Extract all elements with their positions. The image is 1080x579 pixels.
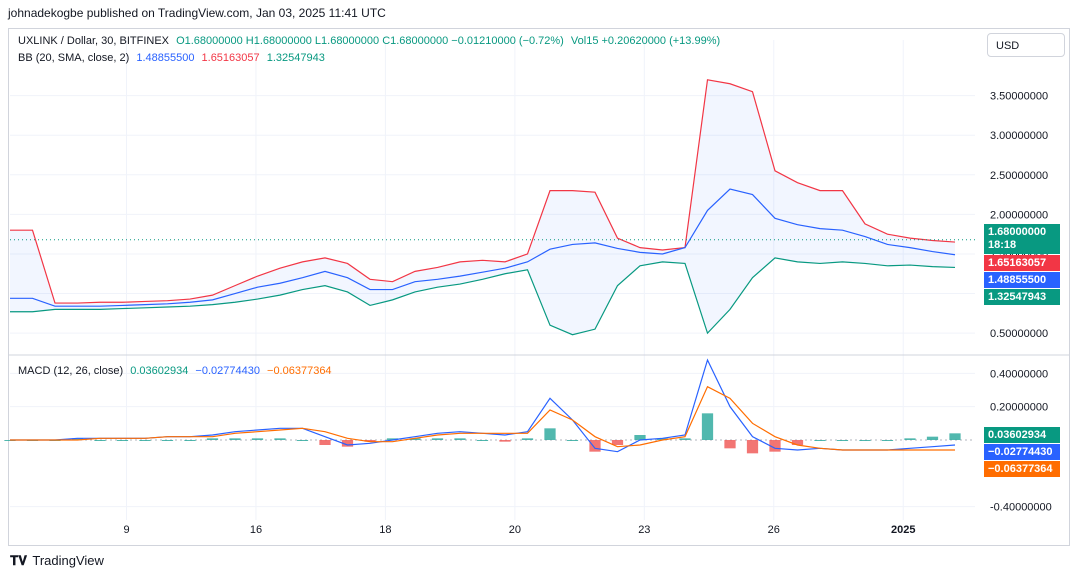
time-axis-tick-label: 23 <box>638 524 650 536</box>
published-header: johnadekogbe published on TradingView.co… <box>8 6 386 20</box>
macd-histogram-bar <box>386 438 399 440</box>
price-axis-tick-label: 2.00000000 <box>990 209 1048 221</box>
currency-button[interactable]: USD <box>987 33 1065 57</box>
macd-axis-tick-label: 0.20000000 <box>990 402 1048 414</box>
macd-histogram-bar <box>949 433 961 440</box>
bb-band-fill <box>10 79 955 335</box>
macd-histogram-bar <box>319 440 331 445</box>
macd-axis-tick-label: -0.40000000 <box>990 502 1052 514</box>
macd-histogram-bar <box>454 438 466 440</box>
macd-histogram-bar <box>139 440 151 441</box>
macd-histogram-bar <box>859 440 871 441</box>
macd-histogram-bar <box>724 440 736 449</box>
macd-histogram-bar <box>251 438 264 440</box>
bb-label: BB (20, SMA, close, 2) <box>18 52 130 64</box>
macd-histogram-bar <box>364 440 376 442</box>
price-badge-value: 1.68000000 <box>988 226 1047 238</box>
price-axis-tick-label: 2.50000000 <box>990 170 1048 182</box>
volume-values: Vol15 +0.20620000 (+13.99%) <box>570 35 721 47</box>
bb-lower-badge: 1.32547943 <box>984 289 1060 305</box>
macd-histogram-bar <box>296 440 309 441</box>
macd-histogram-bar <box>701 413 714 440</box>
bb-basis-line <box>10 188 956 307</box>
macd-histogram-bar <box>904 438 916 440</box>
macd-histogram-bar <box>116 440 129 441</box>
chart-frame <box>8 28 1070 546</box>
macd-hist-value: 0.03602934 <box>130 365 189 377</box>
bb-upper-value: 1.65163057 <box>201 52 260 64</box>
time-axis-tick-label: 26 <box>768 524 780 536</box>
price-axis-tick-label: 0.50000000 <box>990 328 1048 340</box>
time-axis-tick-label: 18 <box>379 524 391 536</box>
main-legend: UXLINK / Dollar, 30, BITFINEX O1.6800000… <box>18 35 724 47</box>
macd-histogram-bar <box>881 440 894 441</box>
macd-histogram-bar <box>184 440 196 441</box>
countdown-value: 18:18 <box>988 239 1017 251</box>
macd-histogram-bar <box>206 438 219 440</box>
time-axis-tick-label: 9 <box>123 524 129 536</box>
macd-histogram-bar <box>926 436 939 440</box>
macd-histogram-bar <box>769 440 781 452</box>
macd-histogram-bar <box>409 438 421 440</box>
macd-histogram-bar <box>476 440 489 441</box>
macd-line-value: −0.02774430 <box>195 365 260 377</box>
time-axis-tick-label: 2025 <box>891 524 915 536</box>
macd-histogram-bar <box>836 440 849 441</box>
symbol-label: UXLINK / Dollar, 30, BITFINEX <box>18 35 169 47</box>
macd-histogram-bar <box>229 438 241 440</box>
macd-histogram-bar <box>274 438 286 440</box>
price-axis-tick-label: 3.50000000 <box>990 91 1048 103</box>
bb-basis-value: 1.48855500 <box>136 52 195 64</box>
macd-histogram-bar <box>611 440 624 445</box>
macd-histogram-bar <box>679 438 691 440</box>
macd-axis-tick-label: 0.40000000 <box>990 368 1048 380</box>
macd-histogram-bar <box>341 440 354 447</box>
tradingview-logo-icon: 𝐓𝐕 <box>10 553 27 568</box>
bb-lower-line <box>10 257 956 336</box>
macd-signal-line <box>10 385 955 451</box>
macd-signal-value: −0.06377364 <box>267 365 332 377</box>
macd-histogram-bar <box>94 440 106 441</box>
macd-histogram-bar <box>746 440 759 454</box>
time-axis-tick-label: 16 <box>250 524 262 536</box>
macd-histogram-bar <box>566 440 579 441</box>
macd-line-badge: −0.02774430 <box>984 444 1060 460</box>
macd-histogram-bar <box>589 440 601 452</box>
macd-signal-badge: −0.06377364 <box>984 461 1060 477</box>
macd-histogram-bar <box>656 438 669 440</box>
macd-histogram-bar <box>521 438 534 440</box>
macd-histogram-bar <box>431 438 444 440</box>
macd-histogram-bar <box>791 440 804 445</box>
bb-upper-badge: 1.65163057 <box>984 255 1060 271</box>
macd-hist-badge: 0.03602934 <box>984 427 1060 443</box>
macd-label: MACD (12, 26, close) <box>18 365 124 377</box>
footer-brand-label: TradingView <box>32 553 104 568</box>
price-axis-tick-label: 3.00000000 <box>990 130 1048 142</box>
macd-histogram-bar <box>544 428 556 440</box>
macd-histogram-bar <box>161 440 174 441</box>
time-axis-tick-label: 20 <box>509 524 521 536</box>
price-badge: 1.68000000 18:18 <box>984 224 1060 254</box>
macd-legend: MACD (12, 26, close) 0.03602934 −0.02774… <box>18 365 336 377</box>
ohlc-values: O1.68000000 H1.68000000 L1.68000000 C1.6… <box>176 35 564 47</box>
macd-histogram-bar <box>814 440 826 441</box>
footer-brand: 𝐓𝐕 TradingView <box>10 553 104 569</box>
macd-histogram-bar <box>71 438 84 440</box>
bb-lower-value: 1.32547943 <box>266 52 325 64</box>
macd-histogram-bar <box>634 435 646 440</box>
bb-basis-badge: 1.48855500 <box>984 272 1060 288</box>
bb-upper-line <box>10 79 956 304</box>
macd-histogram-bar <box>499 440 511 442</box>
bb-legend: BB (20, SMA, close, 2) 1.48855500 1.6516… <box>18 52 329 64</box>
